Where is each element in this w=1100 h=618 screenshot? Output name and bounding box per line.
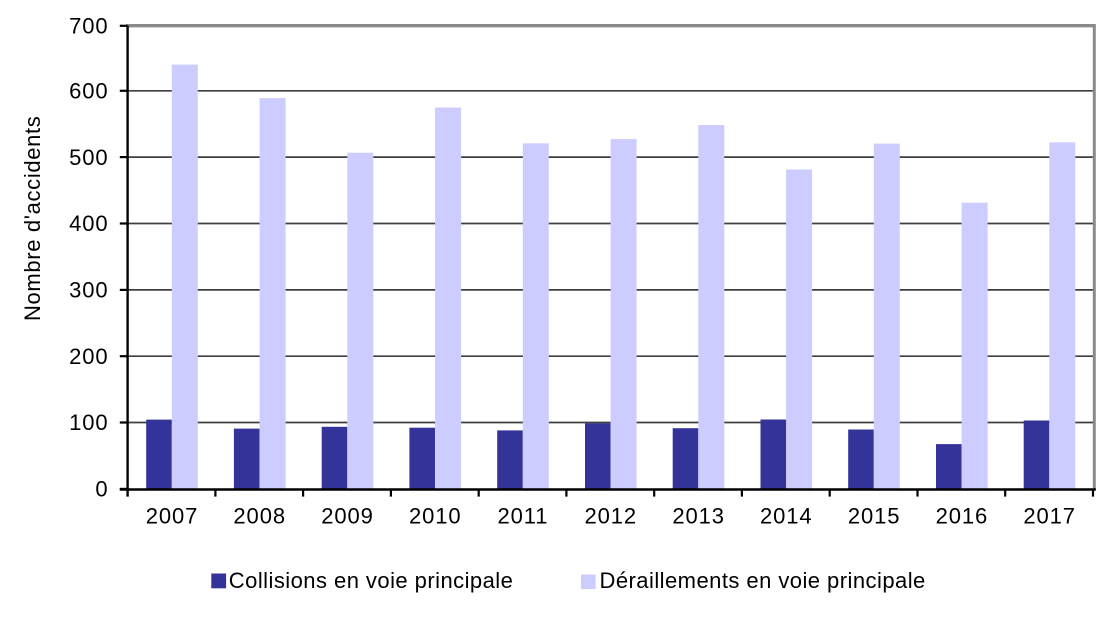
svg-text:500: 500 bbox=[69, 145, 108, 170]
svg-text:Déraillements en voie principa: Déraillements en voie principale bbox=[600, 568, 926, 593]
svg-text:Nombre d'accidents: Nombre d'accidents bbox=[20, 116, 45, 321]
svg-text:200: 200 bbox=[69, 344, 108, 369]
svg-text:2009: 2009 bbox=[321, 503, 374, 528]
svg-text:2013: 2013 bbox=[672, 503, 725, 528]
svg-text:0: 0 bbox=[95, 477, 108, 502]
svg-text:2007: 2007 bbox=[146, 503, 199, 528]
svg-text:100: 100 bbox=[69, 410, 108, 435]
svg-text:2017: 2017 bbox=[1023, 503, 1076, 528]
svg-text:2014: 2014 bbox=[760, 503, 813, 528]
svg-text:600: 600 bbox=[69, 79, 108, 104]
svg-text:2012: 2012 bbox=[585, 503, 638, 528]
svg-text:2008: 2008 bbox=[233, 503, 286, 528]
svg-text:2016: 2016 bbox=[936, 503, 989, 528]
svg-text:300: 300 bbox=[69, 278, 108, 303]
svg-text:2015: 2015 bbox=[848, 503, 901, 528]
svg-text:2011: 2011 bbox=[498, 503, 549, 528]
svg-text:2010: 2010 bbox=[409, 503, 462, 528]
svg-text:400: 400 bbox=[69, 211, 108, 236]
svg-text:700: 700 bbox=[69, 14, 108, 39]
svg-text:Collisions en voie principale: Collisions en voie principale bbox=[229, 568, 514, 593]
